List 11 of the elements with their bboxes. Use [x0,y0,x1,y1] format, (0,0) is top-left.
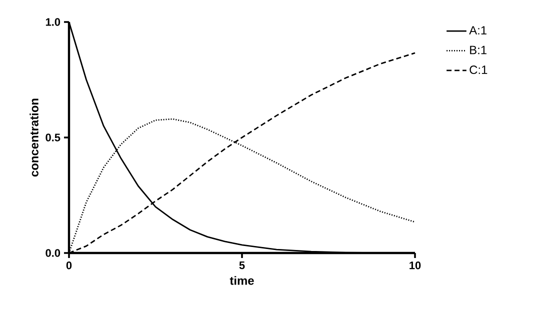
y-tick-label: 1.0 [46,18,60,26]
x-tick-label: 10 [410,262,421,270]
y-tick-label: 0.0 [46,249,60,257]
y-tick-label: 0.5 [46,134,60,142]
x-axis-title: time [230,276,254,285]
x-tick-label: 0 [66,262,72,270]
y-axis-title: concentration [30,98,38,177]
legend-label: A:1 [469,26,486,34]
legend-label: C:1 [470,66,488,74]
x-tick-label: 5 [239,262,245,270]
legend-label: B:1 [470,46,486,54]
